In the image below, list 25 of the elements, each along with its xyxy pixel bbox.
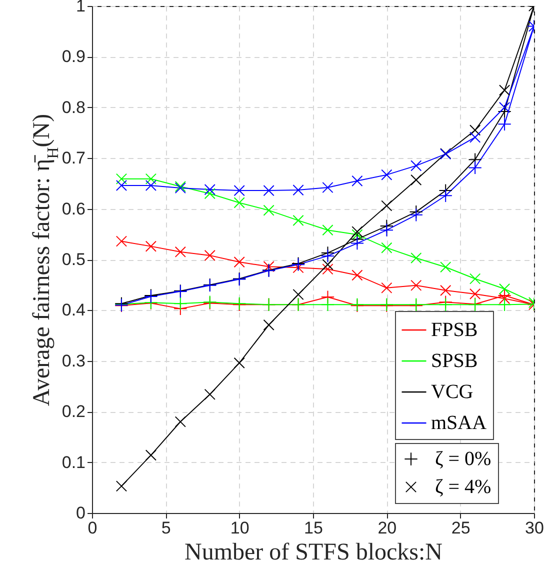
y-tick-label: 1: [76, 0, 86, 16]
y-tick-label: 0.1: [62, 452, 86, 472]
y-tick-label: 0.8: [62, 98, 86, 117]
x-tick-label: 25: [451, 518, 470, 538]
legend-label: mSAA: [431, 412, 488, 434]
x-axis-title: Number of STFS blocks:N: [184, 540, 442, 566]
y-tick-label: 0.9: [62, 47, 86, 66]
x-tick-label: 5: [161, 518, 171, 538]
annotation: ζ = 4%: [435, 476, 492, 498]
y-tick-label: 0: [76, 504, 86, 522]
legend-label: FPSB: [431, 319, 478, 341]
x-tick-label: 10: [230, 518, 250, 538]
y-tick-label: 0.2: [62, 402, 86, 422]
y-tick-label: 0.4: [62, 300, 86, 320]
legend-label: SPSB: [431, 350, 478, 372]
annotation: ζ = 0%: [435, 448, 492, 470]
y-tick-label: 0.5: [62, 250, 86, 269]
legend-label: VCG: [431, 381, 474, 403]
y-tick-label: 0.6: [62, 199, 86, 218]
x-tick-label: 20: [378, 518, 397, 538]
x-tick-label: 15: [304, 518, 323, 538]
y-tick-label: 0.3: [62, 351, 86, 370]
x-tick-label: 30: [525, 518, 544, 538]
x-tick-label: 0: [88, 518, 98, 538]
y-tick-label: 0.7: [62, 148, 86, 168]
